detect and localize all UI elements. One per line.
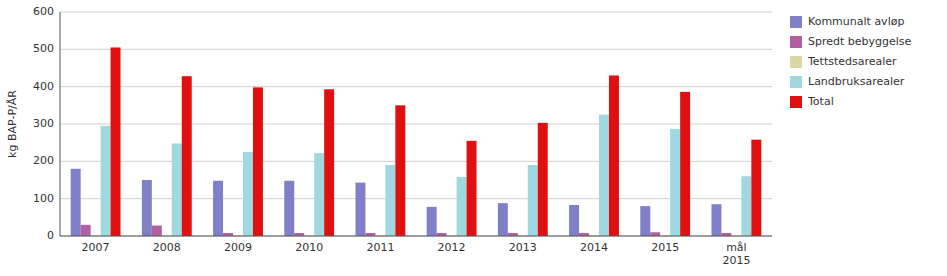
bar xyxy=(152,226,162,236)
bar xyxy=(243,152,253,236)
legend-label: Kommunalt avløp xyxy=(808,15,904,28)
x-tick-label-line: 2007 xyxy=(82,241,110,254)
legend-label: Tettstedsarealer xyxy=(807,55,897,68)
bar-series xyxy=(111,47,762,236)
y-tick-label: 100 xyxy=(33,192,54,205)
bars xyxy=(71,47,762,236)
x-tick-label: 2013 xyxy=(509,241,537,254)
x-tick-label: 2009 xyxy=(224,241,252,254)
x-ticks: 200720082009201020112012201320142015mål2… xyxy=(82,241,751,267)
bar xyxy=(101,126,111,236)
x-tick-label-line: 2008 xyxy=(153,241,181,254)
x-tick-label-line: 2015 xyxy=(722,254,750,267)
x-tick-label-line: 2013 xyxy=(509,241,537,254)
x-tick-label: 2008 xyxy=(153,241,181,254)
x-tick-label: 2015 xyxy=(651,241,679,254)
legend-swatch xyxy=(790,76,802,88)
y-tick-label: 400 xyxy=(33,80,54,93)
legend-swatch xyxy=(790,16,802,28)
bar-series xyxy=(101,115,752,236)
bar xyxy=(395,105,405,236)
x-tick-label-line: 2010 xyxy=(295,241,323,254)
x-tick-label: mål2015 xyxy=(722,241,750,267)
bar xyxy=(253,87,263,236)
legend-label: Total xyxy=(807,95,834,108)
bar xyxy=(467,141,477,236)
bar xyxy=(324,89,334,236)
bar xyxy=(538,123,548,236)
y-tick-label: 500 xyxy=(33,42,54,55)
bar xyxy=(751,140,761,236)
x-tick-label-line: mål xyxy=(726,241,747,254)
grid-line xyxy=(60,161,772,162)
bar xyxy=(599,115,609,236)
x-tick-label: 2012 xyxy=(438,241,466,254)
chart-container: 0 100 200 300 400 500 600 2007 2008 2009 2010 2011 2… xyxy=(0,0,947,276)
bar xyxy=(182,76,192,236)
bar xyxy=(680,92,690,236)
bar xyxy=(711,204,721,236)
bar xyxy=(111,47,121,236)
x-tick-label: 2014 xyxy=(580,241,608,254)
bar xyxy=(640,206,650,236)
grid-line xyxy=(60,86,772,87)
bar xyxy=(569,205,579,236)
grid-line xyxy=(60,124,772,125)
bar xyxy=(670,129,680,236)
bar xyxy=(71,169,81,236)
x-tick-label-line: 2009 xyxy=(224,241,252,254)
bar xyxy=(457,177,467,236)
x-axis-line xyxy=(60,236,772,237)
bar xyxy=(213,181,223,236)
y-tick-label: 0 xyxy=(47,229,54,242)
bar xyxy=(427,207,437,236)
grid-line xyxy=(60,49,772,50)
bar xyxy=(741,176,751,236)
y-ticks: 0 100 200 300 400 500 600 xyxy=(33,5,54,242)
legend-swatch xyxy=(790,56,802,68)
grid-line xyxy=(60,236,772,237)
y-tick-label: 600 xyxy=(33,5,54,18)
bar xyxy=(385,165,395,236)
x-tick-label: 2011 xyxy=(366,241,394,254)
bar xyxy=(81,225,91,236)
bar xyxy=(650,232,660,236)
grid-line xyxy=(60,12,772,13)
y-grid xyxy=(60,12,772,236)
bar xyxy=(528,165,538,236)
chart-svg: 0 100 200 300 400 500 600 2007 2008 2009 2010 2011 2… xyxy=(0,0,947,276)
bar xyxy=(284,181,294,236)
legend-label: Landbruksarealer xyxy=(808,75,905,88)
x-tick-label-line: 2014 xyxy=(580,241,608,254)
y-axis-label: kg BAP-P/ÅR xyxy=(6,90,19,158)
bar xyxy=(355,183,365,236)
legend: Kommunalt avløp Spredt bebyggelse Tettsted… xyxy=(790,15,912,108)
bar xyxy=(314,153,324,236)
legend-swatch xyxy=(790,96,802,108)
x-tick-label: 2010 xyxy=(295,241,323,254)
y-axis-line xyxy=(60,12,61,236)
x-tick-label: 2007 xyxy=(82,241,110,254)
x-tick-label-line: 2015 xyxy=(651,241,679,254)
bar xyxy=(609,75,619,236)
bar xyxy=(498,203,508,236)
bar xyxy=(172,143,182,236)
legend-swatch xyxy=(790,36,802,48)
x-tick-label-line: 2012 xyxy=(438,241,466,254)
grid-line xyxy=(60,198,772,199)
x-tick-label-line: 2011 xyxy=(366,241,394,254)
legend-label: Spredt bebyggelse xyxy=(808,35,912,48)
y-tick-label: 200 xyxy=(33,154,54,167)
y-tick-label: 300 xyxy=(33,117,54,130)
bar xyxy=(142,180,152,236)
